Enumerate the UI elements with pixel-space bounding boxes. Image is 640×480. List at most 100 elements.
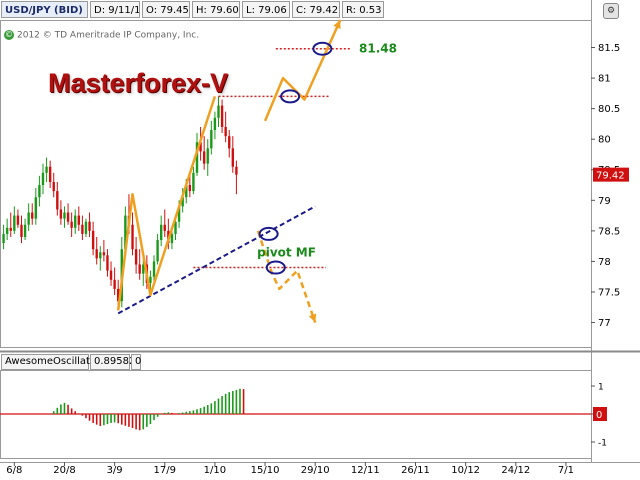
oscillator-zero-tag: 0 <box>596 410 602 421</box>
price-tick-label: 79 <box>598 196 611 207</box>
date-tick-label: 15/10 <box>251 465 280 476</box>
price-tick-label: 81.5 <box>598 43 620 54</box>
candle-body <box>70 221 73 228</box>
target-label: 81.48 <box>359 42 397 56</box>
candle-body <box>217 105 220 118</box>
candle-body <box>210 130 213 149</box>
candle-body <box>95 249 98 259</box>
support-trendline <box>117 205 316 315</box>
date-tick-label: 7/1 <box>558 465 574 476</box>
candle-body <box>117 288 120 302</box>
candle-body <box>228 136 231 149</box>
candle-body <box>84 221 88 234</box>
brand-title: Masterforex-V <box>48 68 229 98</box>
oscillator-tick-label: 1 <box>598 383 604 393</box>
candle-body <box>206 148 209 164</box>
candle-body <box>74 215 77 228</box>
candle-body <box>16 215 20 225</box>
projection-up-line <box>263 19 342 122</box>
date-tick-label: 3/9 <box>107 465 123 476</box>
candle-body <box>199 142 202 152</box>
high-label: H: 79.60 <box>192 1 240 18</box>
date-label: D: 9/11/12 <box>90 1 140 18</box>
oscillator-tick-label: -1 <box>598 439 607 449</box>
candle-body <box>156 240 159 262</box>
candle-body <box>99 252 102 259</box>
marker-circle <box>265 260 286 275</box>
price-tick-label: 80.5 <box>598 104 620 115</box>
settings-icon[interactable]: ⚙ <box>603 3 619 19</box>
candle-body <box>231 148 235 167</box>
copyright-notice: © 2012 © TD Ameritrade IP Company, Inc. <box>4 30 199 41</box>
candle-body <box>63 212 66 219</box>
zigzag-trendline <box>116 96 217 311</box>
date-tick-label: 24/12 <box>501 465 530 476</box>
candle-body <box>134 249 138 265</box>
candle-body <box>170 233 174 244</box>
projection-down-line <box>256 230 317 324</box>
arrow-down-icon <box>308 313 317 323</box>
price-tick-label: 78 <box>598 257 611 268</box>
oscillator-name[interactable]: AwesomeOscillator <box>1 354 100 370</box>
date-tick-label: 29/10 <box>301 465 330 476</box>
price-tag-box <box>593 167 629 182</box>
candle-body <box>149 276 152 283</box>
price-tick-label: 77 <box>598 318 611 329</box>
candle-body <box>159 224 163 241</box>
candles-group <box>2 96 238 311</box>
price-tick-label: 80 <box>598 135 611 146</box>
arrow-up-icon <box>333 20 341 29</box>
candle-body <box>109 270 113 280</box>
candle-body <box>41 172 45 186</box>
oscillator-extra: 0 <box>131 354 141 370</box>
marker-circle <box>258 226 279 241</box>
price-tick-label: 77.5 <box>598 287 620 298</box>
candle-body <box>27 212 30 225</box>
candle-body <box>59 209 63 219</box>
candle-body <box>9 227 12 231</box>
candle-body <box>66 212 70 222</box>
range-label: R: 0.53 <box>342 1 384 18</box>
low-label: L: 79.06 <box>242 1 290 18</box>
candle-body <box>152 261 156 277</box>
candle-body <box>102 252 106 256</box>
candle-body <box>142 264 145 274</box>
oscillator-value: 0.89582 <box>90 354 135 370</box>
candle-body <box>20 224 23 237</box>
candle-body <box>56 191 59 210</box>
candle-body <box>220 105 224 127</box>
candle-body <box>195 142 199 173</box>
symbol-label[interactable]: USD/JPY (BID) 1 y D <box>1 1 88 18</box>
candle-body <box>174 221 177 234</box>
close-label: C: 79.42 <box>292 1 340 18</box>
candle-body <box>31 212 34 219</box>
candle-body <box>2 233 5 244</box>
candle-body <box>106 255 109 271</box>
marker-circle <box>280 89 301 104</box>
date-tick-label: 10/12 <box>451 465 480 476</box>
oscillator-bars <box>52 388 245 431</box>
candle-body <box>23 224 27 237</box>
candle-body <box>52 181 55 192</box>
candle-body <box>45 166 48 173</box>
candle-body <box>224 126 227 137</box>
candle-body <box>235 166 238 175</box>
candle-body <box>202 151 206 164</box>
price-tag-label: 79.42 <box>596 171 625 182</box>
candle-body <box>213 117 217 131</box>
price-tick-label: 81 <box>598 74 611 85</box>
candle-body <box>192 172 195 192</box>
candle-body <box>138 264 141 274</box>
candle-body <box>88 221 91 231</box>
candle-body <box>177 206 181 222</box>
candle-body <box>38 185 41 198</box>
price-plot-frame <box>0 20 592 348</box>
date-tick-label: 20/8 <box>53 465 75 476</box>
date-tick-label: 6/8 <box>6 465 22 476</box>
candle-body <box>5 227 9 234</box>
date-tick-label: 12/11 <box>351 465 380 476</box>
candle-body <box>181 197 184 207</box>
candle-body <box>81 224 84 234</box>
date-tick-label: 1/10 <box>204 465 226 476</box>
